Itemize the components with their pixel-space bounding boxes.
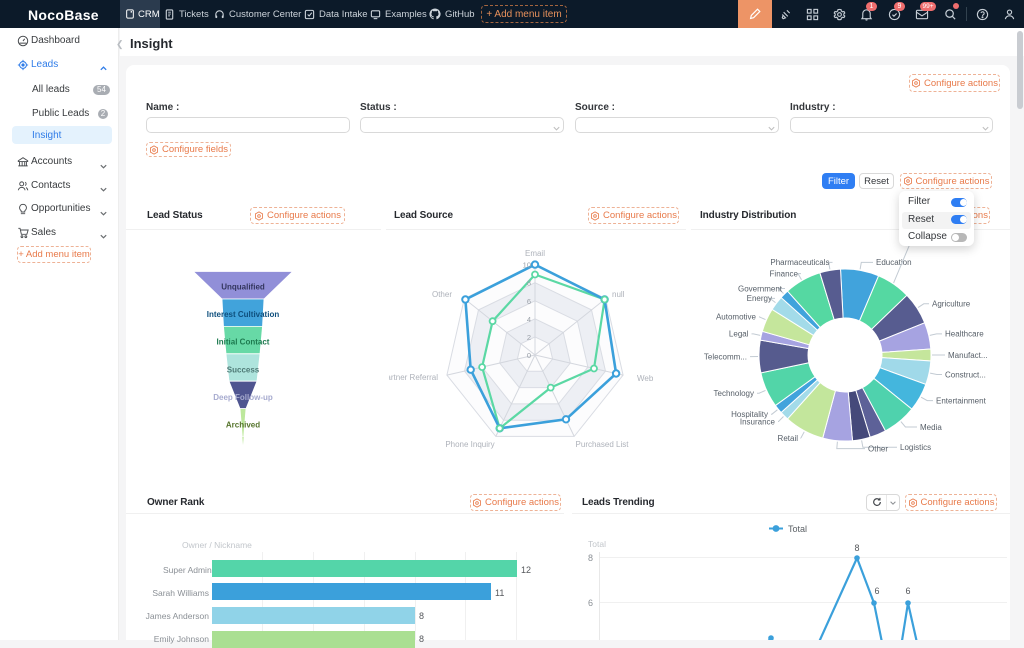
- svg-text:Total: Total: [788, 524, 807, 534]
- svg-text:Partner Referral: Partner Referral: [381, 373, 438, 382]
- svg-text:Finance: Finance: [770, 269, 799, 278]
- svg-text:6: 6: [905, 586, 910, 596]
- svg-text:Email: Email: [525, 249, 545, 258]
- svg-text:Healthcare: Healthcare: [945, 330, 984, 339]
- svg-text:Legal: Legal: [729, 330, 749, 339]
- svg-text:Media: Media: [920, 423, 942, 432]
- svg-text:Other: Other: [432, 290, 452, 299]
- svg-text:Web: Web: [637, 374, 654, 383]
- svg-text:8: 8: [854, 543, 859, 553]
- svg-text:Energy: Energy: [747, 294, 772, 303]
- svg-text:Telecomm...: Telecomm...: [704, 352, 747, 361]
- svg-text:Logistics: Logistics: [900, 443, 931, 452]
- svg-text:4: 4: [527, 315, 531, 324]
- svg-text:Deep Follow-up: Deep Follow-up: [213, 393, 273, 402]
- svg-text:Purchased List: Purchased List: [576, 440, 630, 449]
- svg-text:Insurance: Insurance: [740, 417, 776, 426]
- svg-text:Entertainment: Entertainment: [936, 396, 987, 405]
- svg-text:Agriculture: Agriculture: [932, 300, 971, 309]
- svg-text:Success: Success: [227, 366, 260, 375]
- svg-text:Initial Contact: Initial Contact: [217, 338, 270, 347]
- svg-text:10: 10: [523, 261, 531, 270]
- svg-text:Pharmaceuticals: Pharmaceuticals: [770, 258, 829, 267]
- svg-text:0: 0: [527, 351, 531, 360]
- svg-text:Education: Education: [876, 258, 912, 267]
- svg-text:8: 8: [527, 279, 531, 288]
- svg-text:null: null: [612, 290, 625, 299]
- svg-text:Other: Other: [868, 444, 888, 453]
- svg-text:Phone Inquiry: Phone Inquiry: [445, 440, 494, 449]
- svg-text:6: 6: [874, 586, 879, 596]
- svg-text:8: 8: [588, 553, 593, 563]
- svg-text:6: 6: [527, 297, 531, 306]
- svg-text:Retail: Retail: [778, 434, 799, 443]
- svg-text:Automotive: Automotive: [716, 313, 757, 322]
- svg-text:Unqualified: Unqualified: [221, 283, 265, 292]
- svg-text:Construct...: Construct...: [945, 370, 986, 379]
- svg-text:2: 2: [527, 333, 531, 342]
- svg-text:Interest Cultivation: Interest Cultivation: [207, 310, 280, 319]
- svg-text:Government: Government: [738, 284, 783, 293]
- svg-text:6: 6: [588, 598, 593, 608]
- svg-text:Technology: Technology: [714, 389, 754, 398]
- svg-text:Hospitality: Hospitality: [731, 410, 768, 419]
- svg-text:Total: Total: [588, 539, 606, 549]
- svg-text:Manufact...: Manufact...: [948, 351, 988, 360]
- svg-text:Archived: Archived: [226, 421, 260, 430]
